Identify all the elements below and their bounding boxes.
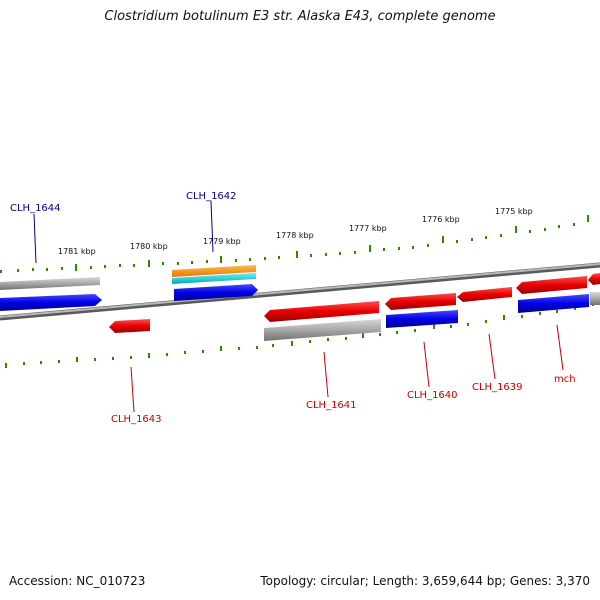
gene-label-clh-1639[interactable]: CLH_1639 [472, 382, 523, 393]
scale-tick-major [220, 256, 222, 263]
scale-tick-major [515, 226, 517, 233]
gene-feature-gray[interactable] [0, 277, 100, 290]
gene-feature-blue[interactable] [174, 284, 258, 301]
scale-tick-major [362, 333, 364, 338]
gene-label-clh-1641[interactable]: CLH_1641 [306, 400, 357, 411]
scale-tick-major [220, 346, 222, 351]
scale-label: 1775 kbp [495, 207, 533, 216]
scale-label: 1778 kbp [276, 231, 314, 240]
gene-feature-orange[interactable] [172, 265, 256, 277]
gene-feature-blue[interactable] [386, 310, 458, 328]
leader-line [33, 213, 37, 264]
map-title: Clostridium botulinum E3 str. Alaska E43… [104, 9, 496, 24]
gene-feature-red[interactable] [516, 276, 587, 294]
gene-feature-cyan[interactable] [172, 273, 256, 284]
scale-tick-major [291, 341, 293, 346]
leader-line [323, 351, 329, 398]
gene-feature-red[interactable] [588, 273, 600, 285]
scale-tick-major [75, 264, 77, 271]
outer-scale [0, 215, 589, 273]
genome-backbone [0, 262, 600, 321]
scale-label: 1780 kbp [130, 242, 168, 251]
gene-feature-red[interactable] [109, 319, 150, 333]
leader-line [423, 341, 430, 388]
leader-line [130, 366, 135, 413]
scale-label: 1776 kbp [422, 215, 460, 224]
scale-tick-major [369, 245, 371, 252]
scale-label: 1777 kbp [349, 224, 387, 233]
scale-tick-major [587, 215, 589, 222]
gene-label-mch[interactable]: mch [554, 374, 576, 385]
leader-line [488, 333, 496, 380]
scale-tick-major [296, 251, 298, 258]
gene-label-clh-1643[interactable]: CLH_1643 [111, 414, 162, 425]
gene-feature-gray[interactable] [590, 292, 600, 305]
gene-label-clh-1642[interactable]: CLH_1642 [186, 191, 237, 202]
scale-tick-major [5, 363, 7, 368]
gene-label-clh-1644[interactable]: CLH_1644 [10, 203, 61, 214]
scale-tick-major [442, 236, 444, 243]
gene-label-clh-1640[interactable]: CLH_1640 [407, 390, 458, 401]
gene-feature-gray[interactable] [264, 319, 381, 341]
scale-tick-major [148, 353, 150, 358]
leader-line [556, 324, 564, 371]
scale-tick-major [433, 324, 435, 329]
gene-feature-red[interactable] [264, 301, 379, 322]
accession-text: Accession: NC_010723 [9, 574, 146, 588]
leader-line [210, 200, 214, 253]
gene-feature-blue[interactable] [0, 294, 102, 311]
genome-summary-text: Topology: circular; Length: 3,659,644 bp… [260, 574, 590, 588]
gene-feature-blue[interactable] [518, 294, 589, 313]
scale-tick-major [503, 315, 505, 320]
scale-tick-major [76, 357, 78, 362]
scale-label: 1779 kbp [203, 237, 241, 246]
gene-feature-red[interactable] [457, 287, 512, 302]
scale-tick-major [148, 260, 150, 267]
scale-label: 1781 kbp [58, 247, 96, 256]
gene-feature-red[interactable] [385, 293, 456, 310]
